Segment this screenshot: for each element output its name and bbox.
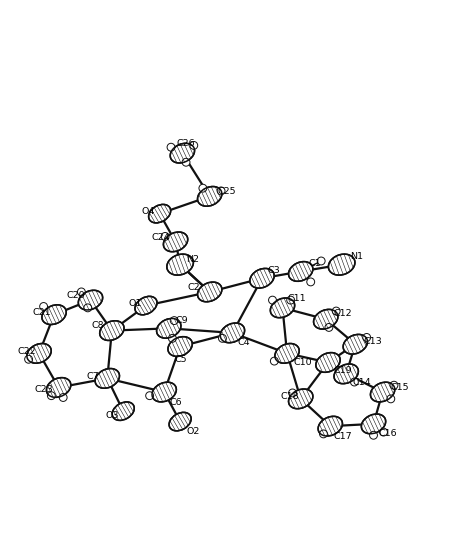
Text: C4: C4 xyxy=(238,338,251,347)
Circle shape xyxy=(84,304,91,312)
Ellipse shape xyxy=(27,343,51,363)
Circle shape xyxy=(317,257,325,265)
Text: O3: O3 xyxy=(105,411,118,420)
Ellipse shape xyxy=(318,416,342,436)
Circle shape xyxy=(182,158,190,166)
Circle shape xyxy=(59,394,67,401)
Ellipse shape xyxy=(250,268,274,288)
Ellipse shape xyxy=(100,321,124,341)
Text: N1: N1 xyxy=(350,252,363,261)
Text: C21: C21 xyxy=(32,308,51,317)
Text: C5: C5 xyxy=(174,355,187,364)
Ellipse shape xyxy=(168,337,192,357)
Text: C14: C14 xyxy=(353,379,371,388)
Text: O1: O1 xyxy=(129,299,142,308)
Ellipse shape xyxy=(198,282,222,302)
Circle shape xyxy=(350,378,358,386)
Text: O4: O4 xyxy=(141,207,155,216)
Ellipse shape xyxy=(314,309,338,329)
Ellipse shape xyxy=(289,262,313,282)
Circle shape xyxy=(307,278,315,286)
Circle shape xyxy=(370,431,377,439)
Ellipse shape xyxy=(78,290,103,310)
Ellipse shape xyxy=(275,343,299,363)
Circle shape xyxy=(190,141,198,150)
Circle shape xyxy=(40,302,47,310)
Circle shape xyxy=(161,232,169,240)
Text: C18: C18 xyxy=(280,392,299,401)
Circle shape xyxy=(25,355,33,363)
Circle shape xyxy=(269,296,276,304)
Text: C11: C11 xyxy=(287,294,306,303)
Circle shape xyxy=(170,317,178,325)
Ellipse shape xyxy=(95,369,119,388)
Ellipse shape xyxy=(316,353,340,372)
Circle shape xyxy=(270,357,278,365)
Text: C3: C3 xyxy=(267,266,280,274)
Text: C16: C16 xyxy=(378,429,397,438)
Text: C24: C24 xyxy=(152,233,171,242)
Text: C12: C12 xyxy=(334,309,353,319)
Text: C6: C6 xyxy=(170,397,182,406)
Ellipse shape xyxy=(170,144,194,163)
Circle shape xyxy=(146,392,154,400)
Text: C13: C13 xyxy=(364,337,382,347)
Circle shape xyxy=(77,288,85,296)
Circle shape xyxy=(47,392,55,400)
Ellipse shape xyxy=(289,389,313,408)
Text: C19: C19 xyxy=(334,366,352,375)
Text: C25: C25 xyxy=(218,187,237,197)
Circle shape xyxy=(167,144,175,151)
Ellipse shape xyxy=(169,412,191,431)
Text: C23: C23 xyxy=(35,385,54,394)
Ellipse shape xyxy=(328,254,355,275)
Text: C26: C26 xyxy=(177,139,196,147)
Text: C9: C9 xyxy=(175,316,188,325)
Circle shape xyxy=(289,389,296,397)
Circle shape xyxy=(168,335,176,342)
Ellipse shape xyxy=(149,204,171,223)
Ellipse shape xyxy=(42,305,66,325)
Circle shape xyxy=(217,187,225,195)
Ellipse shape xyxy=(334,364,358,384)
Text: C17: C17 xyxy=(334,432,353,440)
Circle shape xyxy=(319,430,328,438)
Ellipse shape xyxy=(198,187,222,206)
Ellipse shape xyxy=(167,254,193,275)
Text: N2: N2 xyxy=(186,254,200,264)
Text: C20: C20 xyxy=(67,291,85,300)
Text: C8: C8 xyxy=(91,321,104,330)
Circle shape xyxy=(390,381,398,389)
Ellipse shape xyxy=(135,296,157,315)
Ellipse shape xyxy=(164,232,188,252)
Text: O2: O2 xyxy=(186,427,200,436)
Circle shape xyxy=(287,296,295,304)
Ellipse shape xyxy=(371,382,395,402)
Ellipse shape xyxy=(156,319,181,338)
Text: C7: C7 xyxy=(87,371,100,381)
Text: C22: C22 xyxy=(17,347,36,355)
Ellipse shape xyxy=(112,402,134,421)
Ellipse shape xyxy=(361,414,386,434)
Text: C1: C1 xyxy=(309,259,321,268)
Circle shape xyxy=(332,307,340,315)
Ellipse shape xyxy=(220,323,245,343)
Text: C2: C2 xyxy=(188,283,201,292)
Circle shape xyxy=(325,323,333,331)
Circle shape xyxy=(363,333,371,341)
Ellipse shape xyxy=(343,335,367,354)
Circle shape xyxy=(199,184,207,192)
Circle shape xyxy=(380,428,387,436)
Circle shape xyxy=(387,395,395,403)
Text: C10: C10 xyxy=(293,358,312,367)
Text: C15: C15 xyxy=(391,383,410,392)
Circle shape xyxy=(219,335,227,342)
Ellipse shape xyxy=(46,378,71,397)
Ellipse shape xyxy=(152,382,176,402)
Ellipse shape xyxy=(270,298,295,318)
